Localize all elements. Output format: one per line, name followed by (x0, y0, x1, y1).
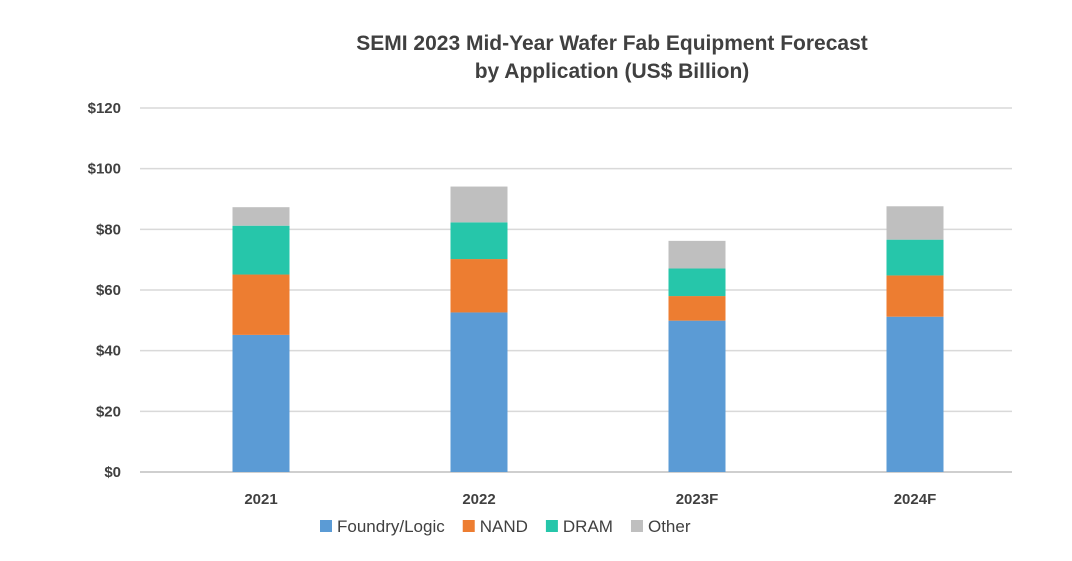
bar-segment-nand-2024F (886, 275, 944, 317)
bar-segment-foundry-logic-2024F (886, 316, 944, 472)
legend-swatch (630, 520, 643, 532)
legend-swatch (320, 520, 332, 532)
legend-label: NAND (480, 517, 528, 536)
y-tick-label: $20 (96, 403, 121, 420)
x-tick-label: 2024F (894, 491, 937, 508)
x-tick-label: 2022 (462, 491, 495, 508)
y-tick-label: $120 (88, 100, 121, 117)
chart-title: SEMI 2023 Mid-Year Wafer Fab Equipment F… (356, 32, 868, 55)
bar-segment-foundry-logic-2021 (232, 334, 290, 472)
y-tick-label: $60 (96, 282, 121, 299)
x-tick-label: 2021 (244, 491, 277, 508)
legend-label: Foundry/Logic (337, 517, 445, 536)
y-tick-label: $40 (96, 343, 121, 360)
bar-segment-nand-2021 (232, 274, 290, 335)
bar-segment-dram-2023F (668, 268, 726, 297)
bar-segment-dram-2022 (450, 222, 508, 260)
y-tick-label: $100 (88, 161, 121, 178)
legend-label: Other (648, 517, 691, 536)
legend-label: DRAM (563, 517, 613, 536)
bar-segment-other-2024F (886, 206, 944, 240)
chart-subtitle: by Application (US$ Billion) (475, 60, 750, 83)
bar-segment-nand-2022 (450, 259, 508, 313)
x-tick-label: 2023F (676, 491, 719, 508)
bar-segment-other-2023F (668, 240, 726, 269)
bar-segment-foundry-logic-2022 (450, 312, 508, 472)
bar-segment-foundry-logic-2023F (668, 320, 726, 472)
bar-segment-other-2022 (450, 186, 508, 223)
bar-segment-nand-2023F (668, 296, 726, 321)
bar-segment-dram-2021 (232, 225, 290, 275)
legend-swatch (462, 520, 475, 532)
bar-segment-other-2021 (232, 207, 290, 226)
legend-swatch (545, 520, 558, 532)
bar-segment-dram-2024F (886, 239, 944, 276)
y-tick-label: $80 (96, 221, 121, 238)
y-tick-label: $0 (104, 464, 121, 481)
